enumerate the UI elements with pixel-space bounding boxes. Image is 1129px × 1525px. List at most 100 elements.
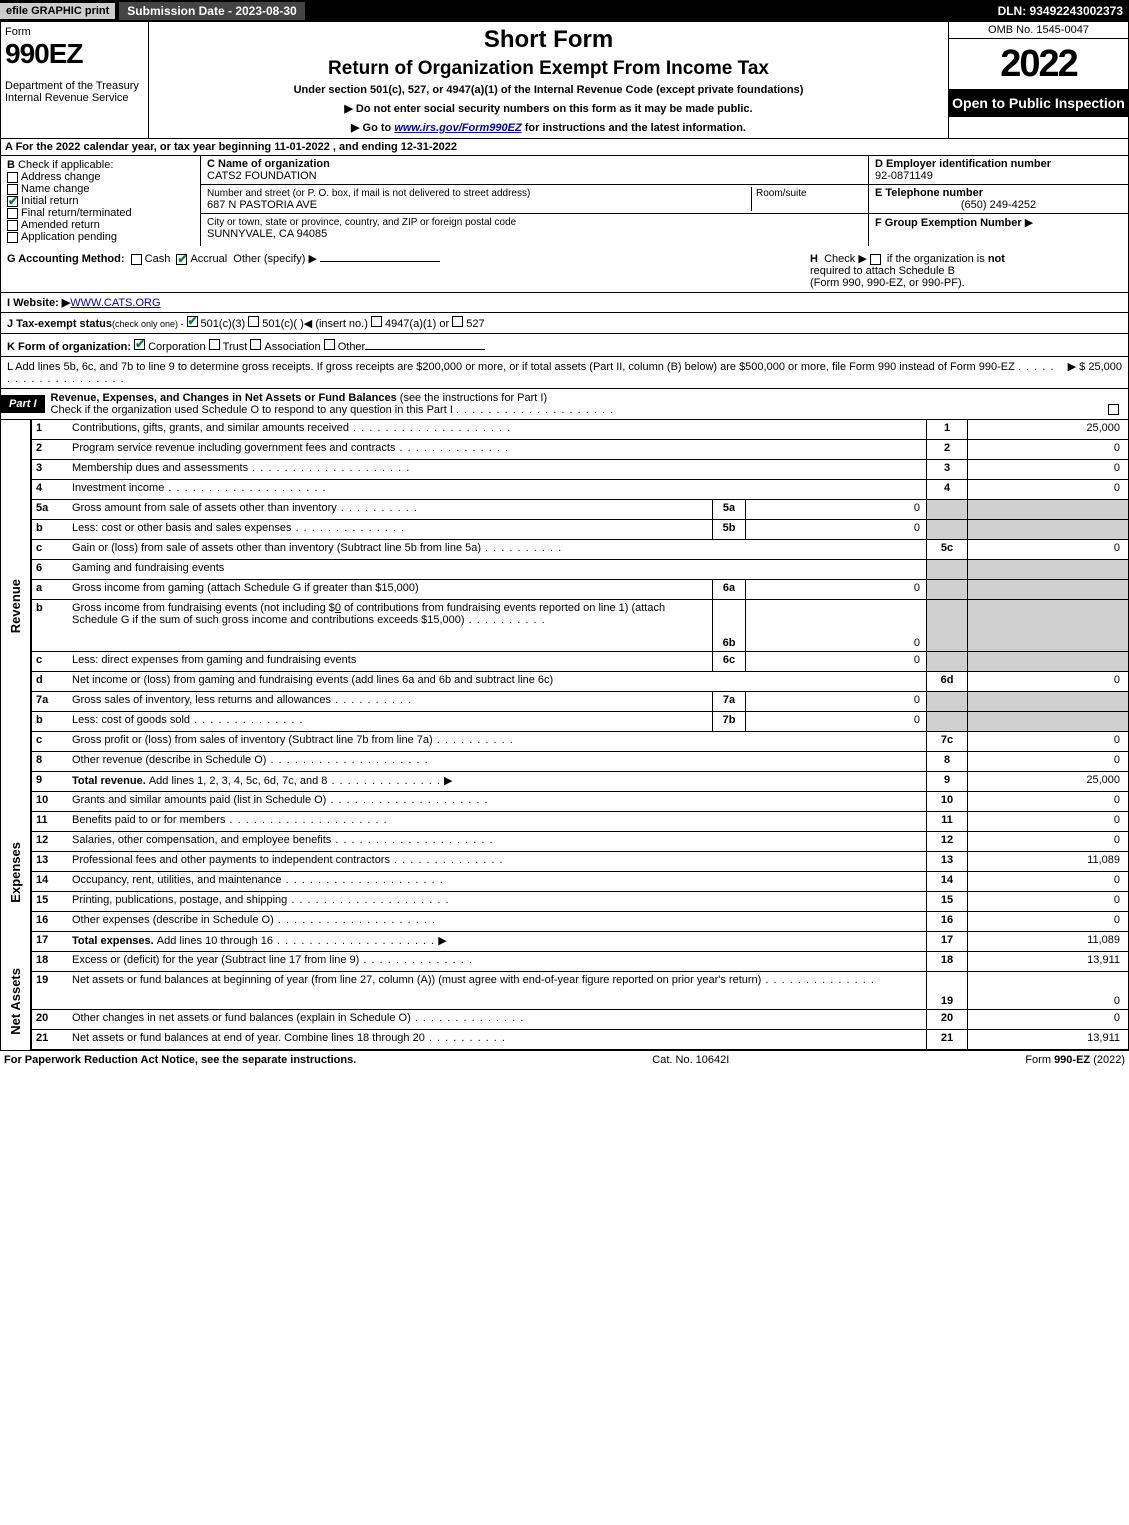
line-12-ref: 12 (926, 832, 968, 851)
schedule-o-checkbox[interactable] (1108, 404, 1119, 415)
h-checkbox[interactable] (870, 254, 881, 265)
goto-prefix: ▶ Go to (351, 122, 394, 134)
part-i-dots (456, 404, 614, 416)
footer-form-label: Form (1025, 1054, 1051, 1066)
line-10-num: 10 (32, 792, 68, 811)
website-link[interactable]: WWW.CATS.ORG (70, 297, 160, 309)
line-2-ref: 2 (926, 440, 968, 459)
line-12-amt: 0 (968, 832, 1128, 851)
line-11-num: 11 (32, 812, 68, 831)
i-label: I Website: ▶ (7, 296, 70, 309)
application-pending-checkbox[interactable] (7, 232, 18, 243)
section-bcdef: B Check if applicable: Address change Na… (0, 156, 1129, 246)
line-17-text: Total expenses. (72, 935, 157, 947)
other-method-input[interactable] (320, 249, 440, 262)
other-org-input[interactable] (365, 337, 485, 350)
line-13-num: 13 (32, 852, 68, 871)
line-7a-subval: 0 (746, 692, 926, 711)
line-20-amt: 0 (968, 1010, 1128, 1029)
line-18-text: Excess or (deficit) for the year (Subtra… (72, 954, 359, 966)
line-7b-sublabel: 7b (712, 712, 746, 731)
address-change-checkbox[interactable] (7, 172, 18, 183)
line-6d-amt: 0 (968, 672, 1128, 691)
4947-checkbox[interactable] (371, 316, 382, 327)
line-7a-amt-gray (968, 692, 1128, 711)
line-16-num: 16 (32, 912, 68, 931)
line-6b-num: b (32, 600, 68, 651)
final-return-checkbox[interactable] (7, 208, 18, 219)
footer-year: (2022) (1093, 1054, 1125, 1066)
h-check-text: Check ▶ (824, 253, 867, 265)
line-5b-gray (926, 520, 968, 539)
e-label: E Telephone number (875, 187, 983, 199)
line-21-text: Net assets or fund balances at end of ye… (72, 1032, 425, 1044)
line-7a-text: Gross sales of inventory, less returns a… (72, 694, 331, 706)
line-18-ref: 18 (926, 952, 968, 971)
address-change-label: Address change (21, 171, 101, 183)
cash-checkbox[interactable] (131, 254, 142, 265)
f-arrow: ▶ (1025, 217, 1033, 229)
line-17-ref: 17 (926, 932, 968, 951)
trust-checkbox[interactable] (209, 339, 220, 350)
line-6c-num: c (32, 652, 68, 671)
amended-return-checkbox[interactable] (7, 220, 18, 231)
initial-return-checkbox[interactable] (7, 196, 18, 207)
527-checkbox[interactable] (452, 316, 463, 327)
initial-return-label: Initial return (21, 195, 78, 207)
line-9-num: 9 (32, 772, 68, 791)
line-1-ref: 1 (926, 420, 968, 439)
line-6-text: Gaming and fundraising events (72, 562, 224, 574)
line-19-ref: 19 (926, 972, 968, 1009)
other-org-label: Other (338, 341, 366, 353)
short-form-title: Short Form (155, 26, 942, 54)
line-6a-amt-gray (968, 580, 1128, 599)
page-footer: For Paperwork Reduction Act Notice, see … (0, 1050, 1129, 1069)
line-7c-text: Gross profit or (loss) from sales of inv… (72, 734, 433, 746)
other-org-checkbox[interactable] (324, 339, 335, 350)
line-4-ref: 4 (926, 480, 968, 499)
line-13-ref: 13 (926, 852, 968, 871)
line-11-amt: 0 (968, 812, 1128, 831)
line-15-text: Printing, publications, postage, and shi… (72, 894, 287, 906)
line-20-ref: 20 (926, 1010, 968, 1029)
revenue-side-label: Revenue (8, 575, 23, 637)
501c3-label: 501(c)(3) (201, 318, 246, 330)
line-11-text: Benefits paid to or for members (72, 814, 225, 826)
line-6b-gray (926, 600, 968, 651)
dln: DLN: 93492243002373 (998, 4, 1129, 18)
tax-year: 2022 (949, 39, 1128, 89)
501c3-checkbox[interactable] (187, 316, 198, 327)
line-5b-num: b (32, 520, 68, 539)
501c-checkbox[interactable] (248, 316, 259, 327)
netassets-side-label: Net Assets (8, 964, 23, 1039)
line-2-amt: 0 (968, 440, 1128, 459)
line-9-text2: Add lines 1, 2, 3, 4, 5c, 6d, 7c, and 8 (149, 775, 328, 787)
b-check-label: Check if applicable: (18, 159, 113, 171)
h-text2: if the organization is (887, 253, 985, 265)
efile-print-button[interactable]: efile GRAPHIC print (0, 3, 115, 19)
line-17-arrow: ▶ (438, 935, 446, 947)
name-change-label: Name change (21, 183, 90, 195)
line-15-num: 15 (32, 892, 68, 911)
b-label: B (7, 159, 15, 171)
line-5c-num: c (32, 540, 68, 559)
phone-value: (650) 249-4252 (875, 199, 1122, 211)
ssn-warning: ▶ Do not enter social security numbers o… (155, 102, 942, 115)
street-value: 687 N PASTORIA AVE (207, 199, 317, 211)
line-5c-ref: 5c (926, 540, 968, 559)
accrual-checkbox[interactable] (176, 254, 187, 265)
dept-treasury: Department of the Treasury (5, 80, 144, 92)
corp-checkbox[interactable] (134, 339, 145, 350)
line-6c-subval: 0 (746, 652, 926, 671)
line-9-arrow: ▶ (444, 775, 452, 787)
irs-link[interactable]: www.irs.gov/Form990EZ (394, 122, 521, 134)
accrual-label: Accrual (190, 253, 227, 265)
under-section: Under section 501(c), 527, or 4947(a)(1)… (155, 84, 942, 96)
assoc-checkbox[interactable] (250, 339, 261, 350)
line-11-ref: 11 (926, 812, 968, 831)
line-6b-val: 0 (335, 602, 341, 614)
527-label: 527 (466, 318, 484, 330)
line-7a-sublabel: 7a (712, 692, 746, 711)
h-text3: required to attach Schedule B (810, 265, 955, 277)
line-9-amt: 25,000 (968, 772, 1128, 791)
